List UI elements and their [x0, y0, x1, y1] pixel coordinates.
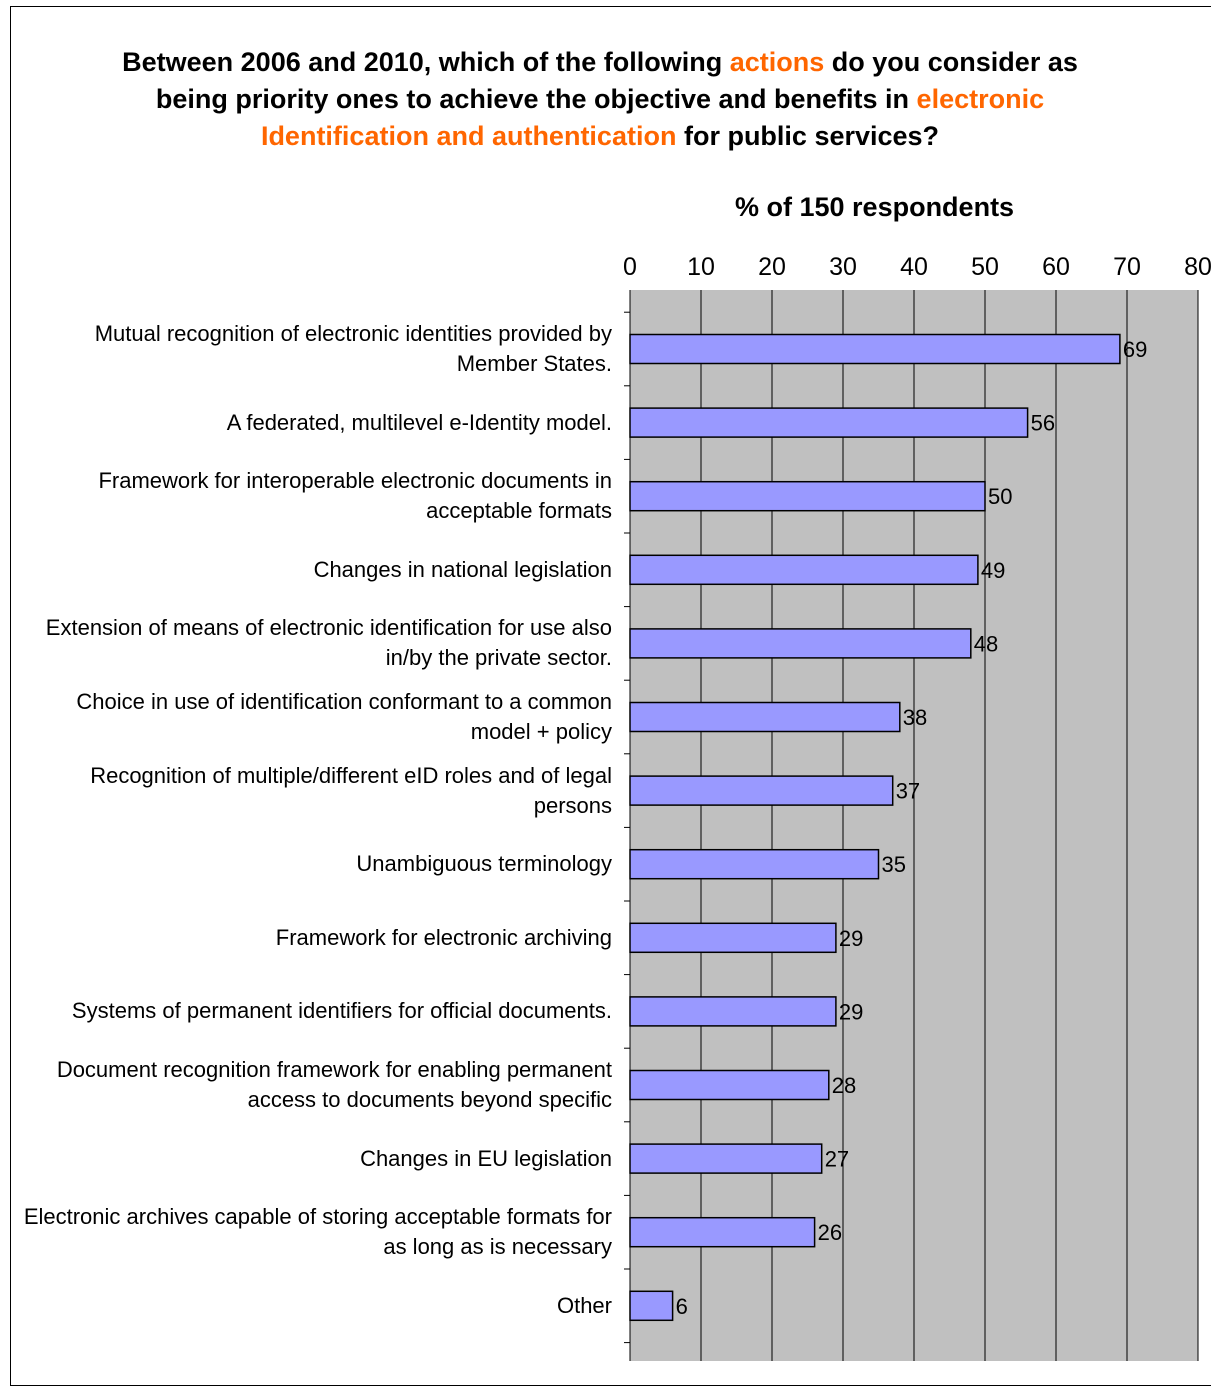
bar — [629, 996, 837, 1027]
bar-value-label: 27 — [825, 1147, 849, 1172]
bar — [629, 628, 972, 659]
x-tick-label: 40 — [900, 253, 928, 281]
bar-value-label: 6 — [676, 1294, 688, 1319]
category-label: Choice in use of identification conforma… — [76, 689, 612, 744]
category-label: A federated, multilevel e-Identity model… — [226, 409, 612, 435]
category-label: Changes in national legislation — [313, 556, 612, 582]
bar — [629, 554, 979, 586]
bar-value-label: 38 — [903, 705, 927, 730]
bar-value-label: 48 — [974, 631, 998, 656]
bar-value-label: 29 — [839, 999, 863, 1024]
category-label: Framework for interoperable electronic d… — [98, 468, 612, 524]
category-label: Extension of means of electronic identif… — [45, 615, 612, 671]
bar-value-label: 37 — [896, 779, 920, 804]
title-part-3: for public services? — [676, 121, 940, 151]
bar-value-label: 50 — [988, 484, 1012, 509]
category-label: Framework for electronic archiving — [275, 924, 612, 950]
x-tick-label: 70 — [1113, 253, 1141, 281]
bar — [629, 1143, 823, 1174]
bar — [629, 333, 1121, 365]
category-label: Recognition of multiple/different eID ro… — [90, 762, 612, 818]
category-label: Electronic archives capable of storing a… — [23, 1204, 612, 1260]
chart-subtitle: % of 150 respondents — [735, 192, 1015, 222]
title-part-2: do you consider as being priority ones t… — [155, 47, 1078, 114]
title-part-1: Between 2006 and 2010, which of the foll… — [122, 47, 730, 77]
category-label: Unambiguous terminology — [356, 851, 612, 877]
bar — [629, 922, 837, 954]
category-label: Changes in EU legislation — [360, 1145, 612, 1171]
category-label: Other — [556, 1292, 612, 1318]
bar — [629, 701, 901, 733]
title-highlight-eid: electronic Identification and authentica… — [260, 84, 1045, 151]
bar-value-label: 35 — [882, 852, 906, 877]
bar — [629, 1290, 674, 1322]
x-tick-label: 50 — [971, 253, 999, 281]
bar-value-label: 56 — [1031, 411, 1055, 436]
x-tick-label: 10 — [687, 253, 715, 281]
x-tick-label: 80 — [1184, 253, 1211, 281]
bar-value-label: 69 — [1123, 337, 1147, 362]
category-label: Systems of permanent identifiers for off… — [71, 998, 612, 1024]
x-tick-label: 30 — [829, 253, 857, 281]
x-tick-label: 60 — [1042, 253, 1070, 281]
bar — [629, 1216, 816, 1248]
title-highlight-actions: actions — [729, 47, 825, 77]
bar-value-label: 29 — [839, 926, 863, 951]
x-tick-label: 20 — [758, 253, 786, 281]
bar — [629, 848, 880, 880]
bar-value-label: 26 — [818, 1220, 842, 1245]
x-tick-label: 0 — [623, 253, 637, 281]
category-label: Document recognition framework for enabl… — [56, 1057, 612, 1112]
bar — [629, 480, 986, 512]
chart-title: Between 2006 and 2010, which of the foll… — [100, 44, 1100, 155]
bar-value-label: 49 — [981, 558, 1005, 583]
bar — [629, 1069, 830, 1101]
bar — [629, 775, 894, 806]
category-label: Mutual recognition of electronic identit… — [94, 321, 612, 376]
bar-value-label: 28 — [832, 1073, 856, 1098]
bar — [629, 407, 1029, 438]
